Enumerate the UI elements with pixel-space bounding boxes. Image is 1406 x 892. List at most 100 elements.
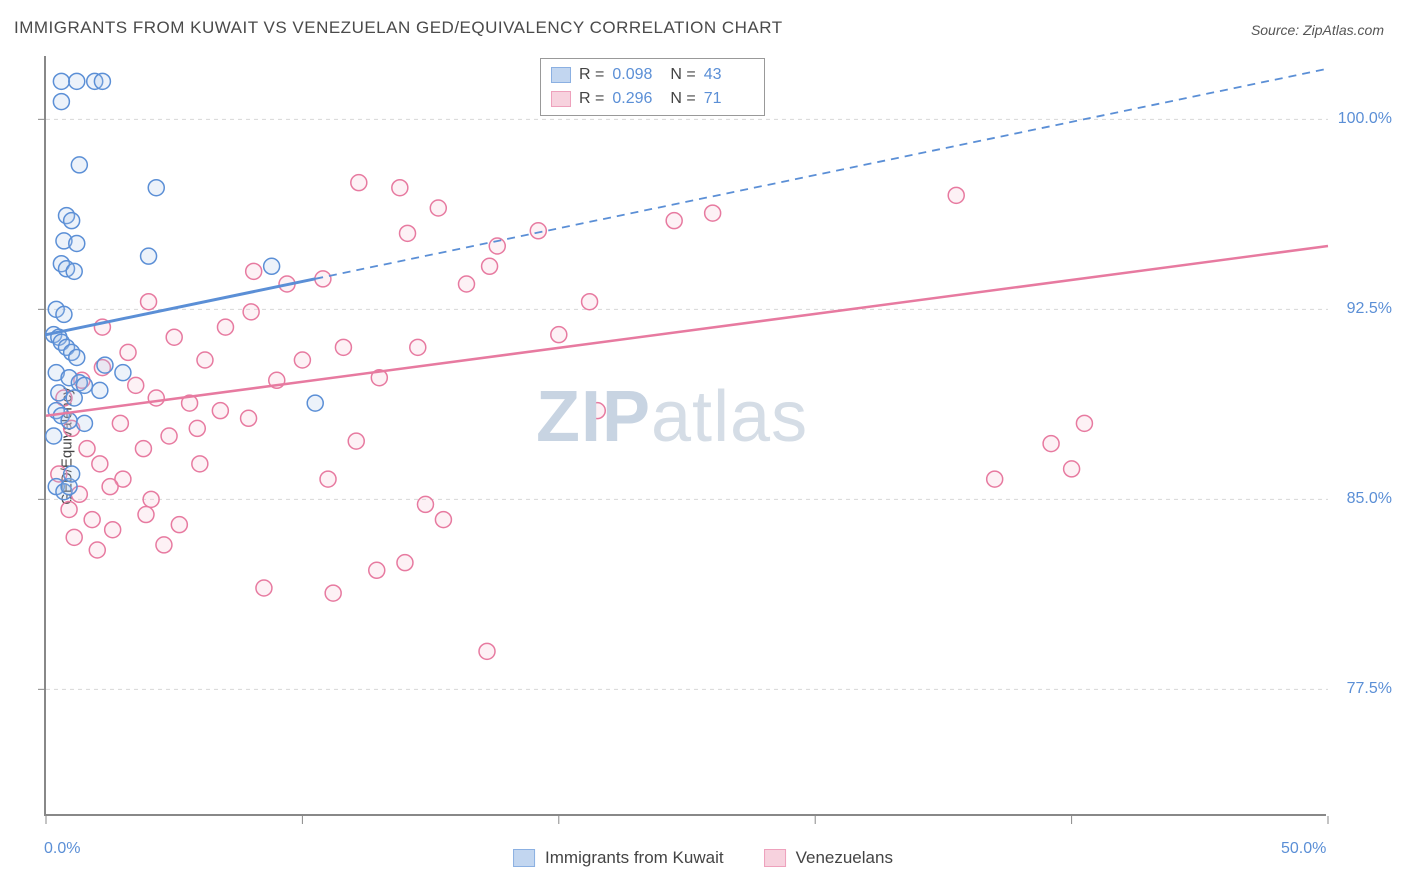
scatter-point xyxy=(582,294,598,310)
scatter-point xyxy=(46,428,62,444)
scatter-point xyxy=(1076,415,1092,431)
legend-swatch xyxy=(764,849,786,867)
trend-line xyxy=(46,246,1328,416)
scatter-point xyxy=(92,382,108,398)
scatter-point xyxy=(320,471,336,487)
scatter-point xyxy=(246,263,262,279)
scatter-point xyxy=(351,175,367,191)
scatter-point xyxy=(56,306,72,322)
chart-title: IMMIGRANTS FROM KUWAIT VS VENEZUELAN GED… xyxy=(14,18,783,38)
scatter-point xyxy=(435,512,451,528)
scatter-point xyxy=(141,248,157,264)
legend-label: Venezuelans xyxy=(796,848,893,868)
scatter-point xyxy=(1043,436,1059,452)
legend-r-label: R = xyxy=(579,90,604,108)
scatter-point xyxy=(243,304,259,320)
plot-svg xyxy=(46,56,1328,816)
legend-r-value: 0.296 xyxy=(612,90,662,108)
xtick-label: 0.0% xyxy=(44,840,80,858)
legend-r-value: 0.098 xyxy=(612,66,662,84)
scatter-point xyxy=(66,263,82,279)
scatter-point xyxy=(479,643,495,659)
scatter-point xyxy=(166,329,182,345)
scatter-point xyxy=(79,441,95,457)
legend-r-label: R = xyxy=(579,66,604,84)
scatter-point xyxy=(705,205,721,221)
scatter-point xyxy=(76,415,92,431)
scatter-point xyxy=(94,73,110,89)
source-attribution: Source: ZipAtlas.com xyxy=(1251,22,1384,38)
scatter-point xyxy=(148,390,164,406)
scatter-point xyxy=(143,491,159,507)
plot-area: ZIPatlas xyxy=(44,56,1326,816)
scatter-point xyxy=(392,180,408,196)
ytick-label: 85.0% xyxy=(1347,490,1392,508)
legend-series: Immigrants from Kuwait Venezuelans xyxy=(513,848,893,868)
scatter-point xyxy=(948,187,964,203)
legend-correlation: R = 0.098 N = 43 R = 0.296 N = 71 xyxy=(540,58,765,116)
scatter-point xyxy=(666,213,682,229)
scatter-point xyxy=(128,377,144,393)
scatter-point xyxy=(482,258,498,274)
scatter-point xyxy=(192,456,208,472)
scatter-point xyxy=(589,403,605,419)
scatter-point xyxy=(115,365,131,381)
scatter-point xyxy=(256,580,272,596)
ytick-label: 77.5% xyxy=(1347,680,1392,698)
scatter-point xyxy=(53,94,69,110)
scatter-point xyxy=(53,73,69,89)
scatter-point xyxy=(551,327,567,343)
scatter-point xyxy=(97,357,113,373)
legend-row: R = 0.098 N = 43 xyxy=(551,63,754,87)
scatter-point xyxy=(92,456,108,472)
legend-item: Venezuelans xyxy=(764,848,893,868)
scatter-point xyxy=(171,517,187,533)
legend-item: Immigrants from Kuwait xyxy=(513,848,724,868)
scatter-point xyxy=(430,200,446,216)
scatter-point xyxy=(61,413,77,429)
scatter-point xyxy=(64,213,80,229)
scatter-point xyxy=(148,180,164,196)
legend-swatch xyxy=(551,91,571,107)
legend-n-value: 43 xyxy=(704,66,754,84)
scatter-point xyxy=(102,479,118,495)
scatter-point xyxy=(197,352,213,368)
scatter-point xyxy=(66,390,82,406)
scatter-point xyxy=(212,403,228,419)
scatter-point xyxy=(189,420,205,436)
trend-line xyxy=(46,279,315,335)
scatter-point xyxy=(294,352,310,368)
scatter-point xyxy=(458,276,474,292)
scatter-point xyxy=(84,512,100,528)
scatter-point xyxy=(397,555,413,571)
legend-label: Immigrants from Kuwait xyxy=(545,848,724,868)
scatter-point xyxy=(307,395,323,411)
scatter-point xyxy=(348,433,364,449)
legend-swatch xyxy=(513,849,535,867)
trend-line-extrapolated xyxy=(315,69,1328,279)
scatter-point xyxy=(241,410,257,426)
xtick-label: 50.0% xyxy=(1281,840,1326,858)
scatter-point xyxy=(410,339,426,355)
scatter-point xyxy=(64,466,80,482)
scatter-point xyxy=(112,415,128,431)
scatter-point xyxy=(264,258,280,274)
scatter-point xyxy=(71,157,87,173)
scatter-point xyxy=(987,471,1003,487)
legend-n-label: N = xyxy=(670,66,695,84)
legend-n-label: N = xyxy=(670,90,695,108)
scatter-point xyxy=(417,496,433,512)
scatter-point xyxy=(61,501,77,517)
scatter-point xyxy=(135,441,151,457)
scatter-point xyxy=(369,562,385,578)
legend-swatch xyxy=(551,67,571,83)
scatter-point xyxy=(141,294,157,310)
scatter-point xyxy=(51,385,67,401)
scatter-point xyxy=(138,507,154,523)
legend-n-value: 71 xyxy=(704,90,754,108)
scatter-point xyxy=(156,537,172,553)
scatter-point xyxy=(66,529,82,545)
legend-row: R = 0.296 N = 71 xyxy=(551,87,754,111)
ytick-label: 100.0% xyxy=(1338,110,1392,128)
scatter-point xyxy=(69,73,85,89)
